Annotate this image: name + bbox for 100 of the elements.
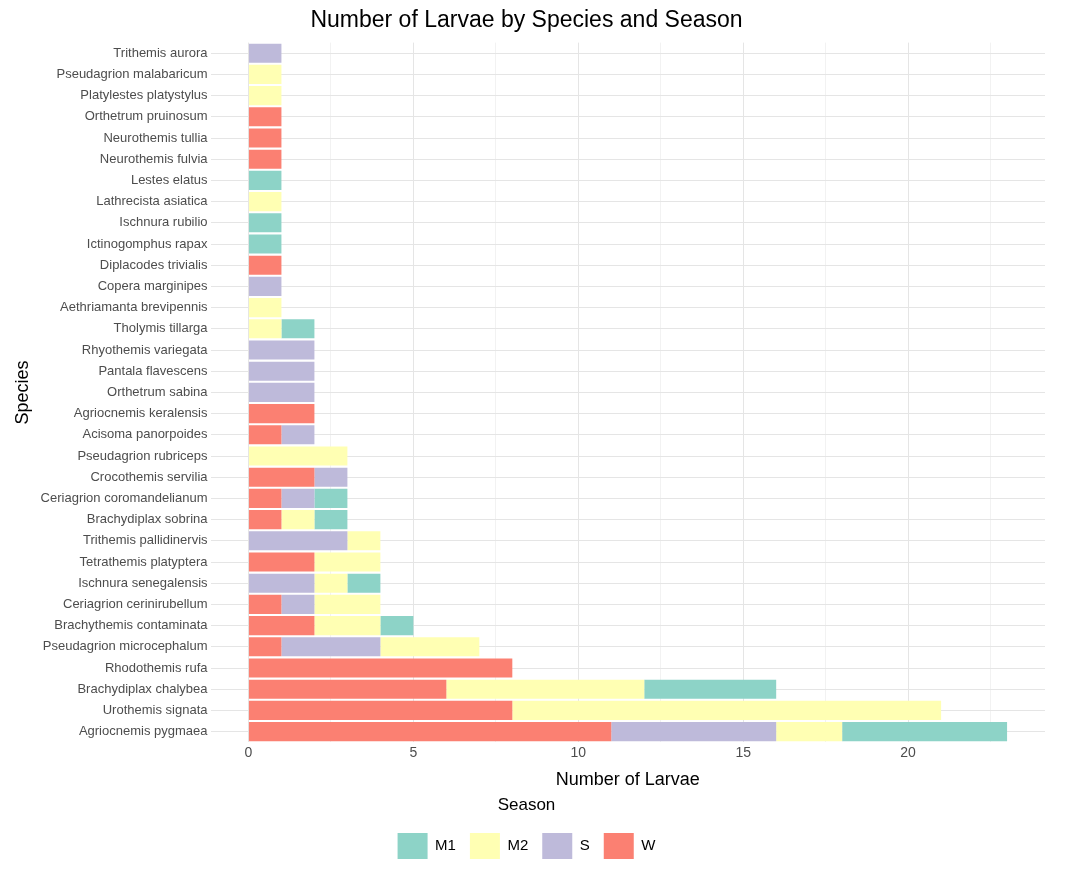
bar [248,128,282,148]
bar [776,722,843,742]
y-tick-label: Ischnura senegalensis [78,574,209,590]
bar [248,382,315,402]
bar [248,637,282,657]
x-tick-label: 20 [900,744,917,761]
bar [248,573,315,593]
y-tick-label: Orthetrum pruinosum [84,108,208,124]
y-tick-label: Platylestes platystylus [80,87,209,103]
y-tick-label: Trithemis pallidinervis [83,532,209,548]
bar [248,149,282,169]
bar [314,552,381,572]
legend-label: M2 [507,836,529,854]
bar [281,319,315,339]
x-tick-label: 10 [570,744,587,761]
y-tick-label: Pantala flavescens [98,362,209,378]
y-tick-label: Pseudagrion malabaricum [56,65,208,81]
bar [512,700,942,720]
bar [314,573,348,593]
y-tick-label: Tholymis tillarga [113,320,209,336]
bar [281,488,315,508]
y-tick-label: Rhodothemis rufa [104,659,209,675]
bar [248,594,282,614]
bar [248,319,282,339]
bar [248,234,282,254]
x-tick-label: 15 [735,744,752,761]
bar [248,86,282,106]
bar [248,43,282,63]
bar [314,467,348,487]
bar [248,340,315,360]
y-tick-label: Ceriagrion coromandelianum [40,489,208,505]
y-tick-label: Ceriagrion cerinirubellum [63,595,208,611]
bar [248,467,315,487]
y-tick-label: Lestes elatus [130,171,209,187]
bar [248,658,513,678]
bar [248,531,348,551]
bar [611,722,777,742]
bar [314,510,348,530]
legend-label: W [641,836,657,854]
bar [248,404,315,424]
bar [281,637,381,657]
chart-title: Number of Larvae by Species and Season [310,6,743,33]
bar [248,276,282,296]
bar [446,679,645,699]
x-axis-title: Number of Larvae [555,768,700,789]
bar [248,446,348,466]
bar [248,107,282,127]
y-tick-label: Rhyothemis variegata [81,341,209,357]
bar [248,616,315,636]
bar [248,510,282,530]
y-tick-label: Ictinogomphus rapax [86,235,209,251]
bar [248,552,315,572]
y-tick-label: Agriocnemis pygmaea [78,723,209,739]
bar [314,594,381,614]
y-tick-label: Tetrathemis platyptera [79,553,209,569]
legend-title: Season [497,794,556,814]
y-axis-title: Species [11,360,32,425]
y-tick-label: Agriocnemis keralensis [73,405,209,421]
legend-label: M1 [435,836,456,854]
y-tick-label: Pseudagrion microcephalum [42,638,208,654]
y-tick-label: Diplacodes trivialis [99,256,209,272]
y-tick-label: Brachythemis contaminata [54,617,209,633]
bar [281,425,315,445]
bar [248,488,282,508]
y-tick-label: Trithemis aurora [113,44,209,60]
y-tick-label: Urothemis signata [102,701,209,717]
bar [248,213,282,233]
bar [347,573,381,593]
y-tick-label: Aethriamanta brevipennis [60,299,209,315]
y-tick-label: Crocothemis servilia [90,468,209,484]
bar [248,425,282,445]
bar [314,616,381,636]
bar [281,510,315,530]
bar [347,531,381,551]
y-tick-label: Orthetrum sabina [107,383,209,399]
bar [248,64,282,84]
y-tick-label: Lathrecista asiatica [96,193,209,209]
y-tick-label: Ischnura rubilio [119,214,208,230]
x-tick-label: 0 [244,744,253,761]
legend-label: S [579,836,590,854]
bar [644,679,777,699]
y-tick-label: Brachydiplax sobrina [86,511,209,527]
y-tick-label: Acisoma panorpoides [82,426,208,442]
y-tick-label: Neurothemis tullia [103,129,209,145]
bar [248,298,282,318]
y-tick-label: Pseudagrion rubriceps [77,447,209,463]
y-tick-label: Brachydiplax chalybea [77,680,209,696]
bar [380,637,480,657]
y-tick-label: Neurothemis fulvia [99,150,209,166]
x-tick-label: 5 [409,744,418,761]
bar [248,679,447,699]
bar [281,594,315,614]
bar [248,255,282,275]
bar [248,722,612,742]
bar [380,616,414,636]
bar [248,700,513,720]
bar [248,170,282,190]
bar [842,722,1008,742]
bar [248,192,282,212]
y-tick-label: Copera marginipes [97,277,209,293]
